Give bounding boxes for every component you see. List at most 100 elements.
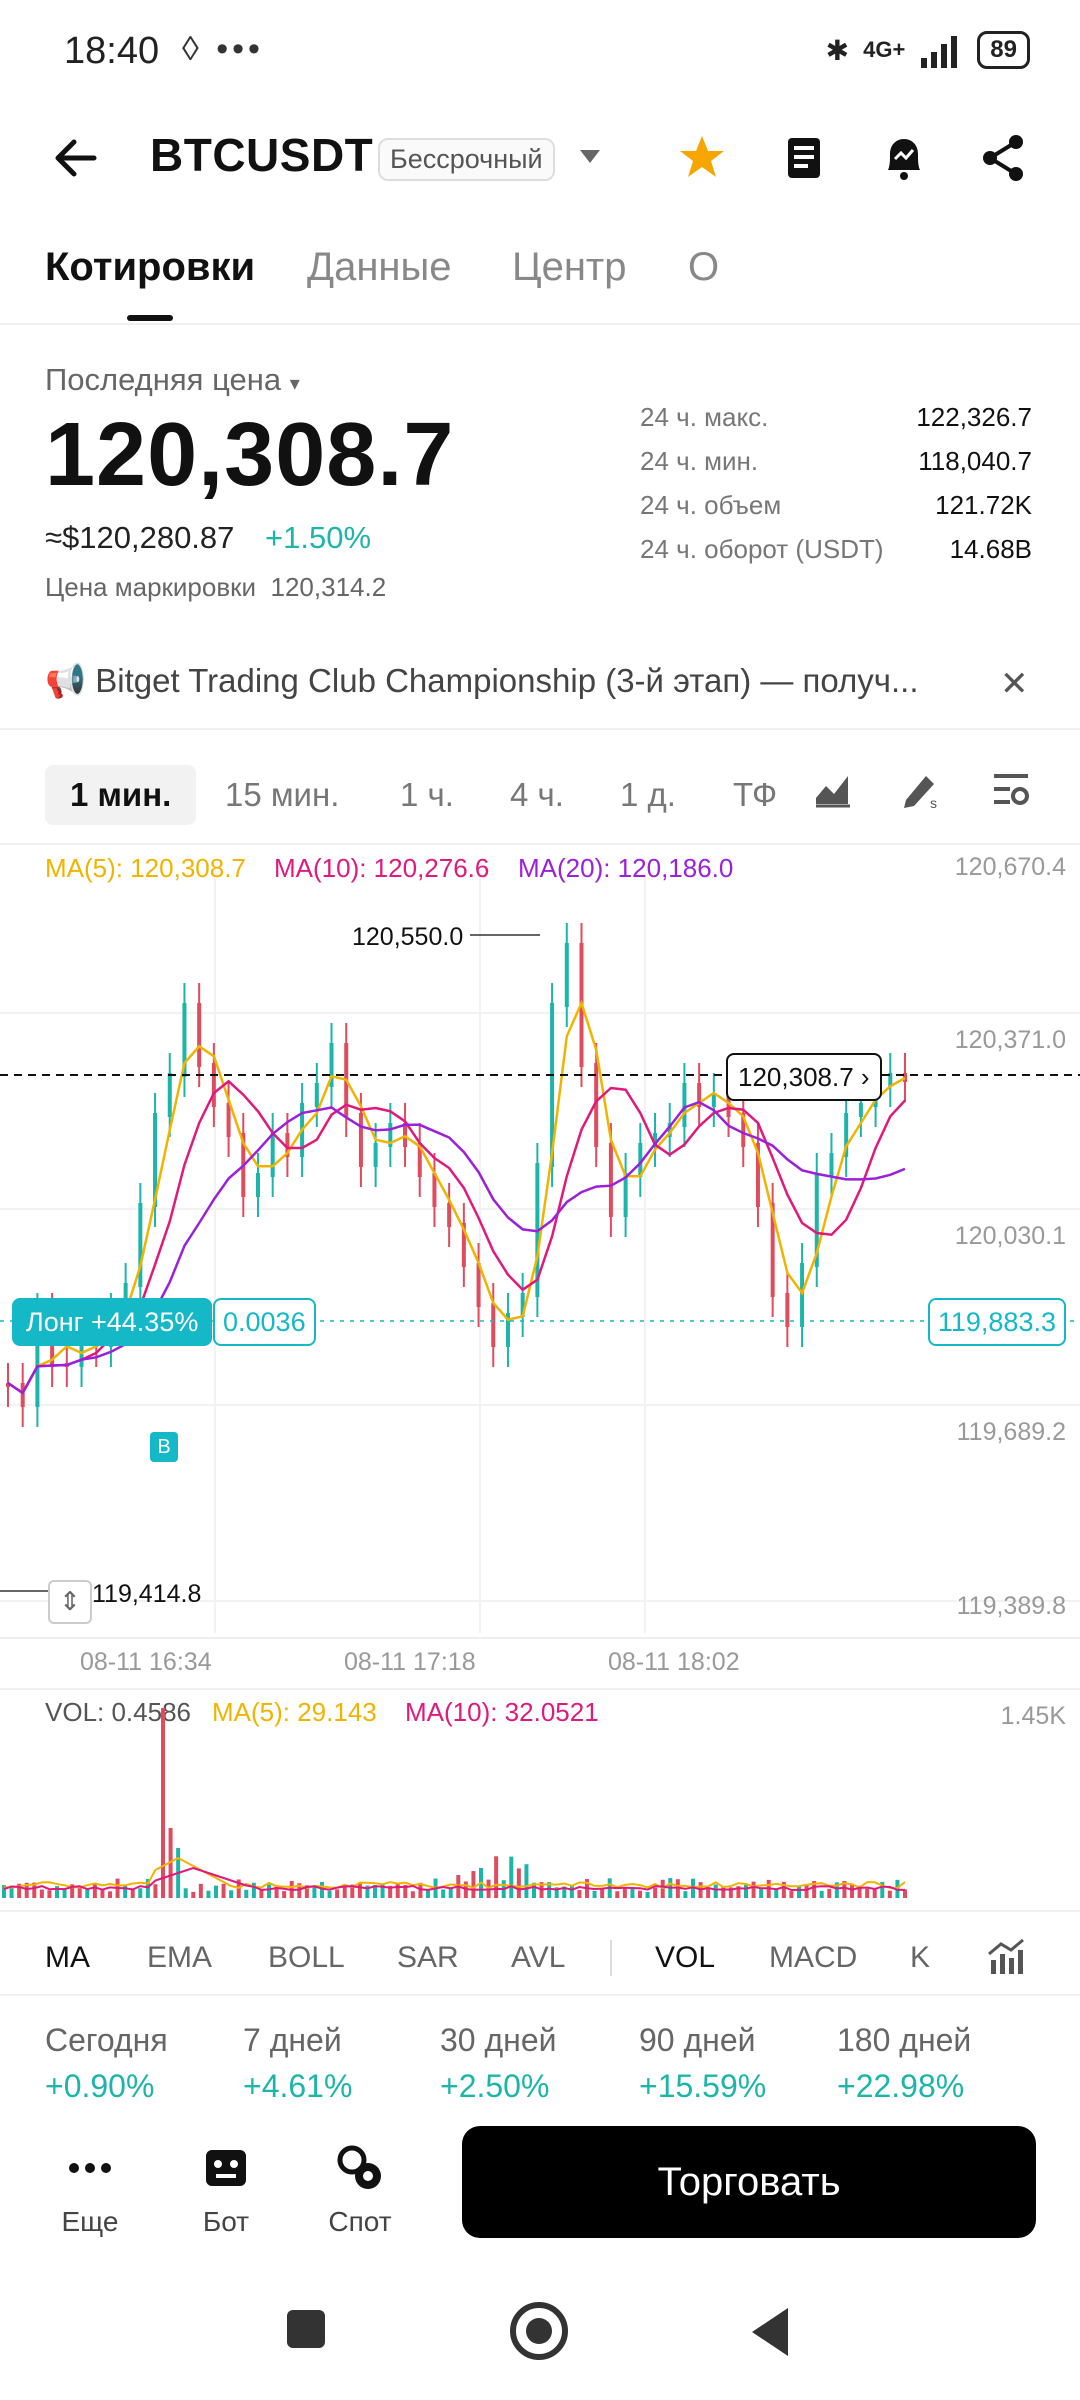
bot-icon[interactable] [198,2140,254,2196]
candle-body [623,1173,628,1217]
back-arrow-icon[interactable] [48,130,104,186]
indicator-ma[interactable]: MA [45,1941,90,1974]
candle-body [182,1003,187,1077]
more-dots-icon[interactable] [62,2140,118,2196]
price-alert-bell-icon[interactable] [876,130,932,186]
timeframe-4h[interactable]: 4 ч. [510,776,564,813]
chart-type-icon[interactable] [812,768,854,810]
close-icon[interactable]: ✕ [1000,665,1029,703]
ma20-legend: MA(20): 120,186.0 [518,853,734,883]
volume-bar [183,1888,188,1898]
more-label[interactable]: Еще [61,2206,119,2237]
current-price-tag[interactable]: 120,308.7 › [726,1053,882,1101]
candle-body [417,1143,422,1177]
announcement-text: Bitget Trading Club Championship (3-й эт… [95,662,919,699]
tab-quotes[interactable]: Котировки [45,245,256,289]
tab-center[interactable]: Центр [512,245,627,289]
status-bar: 18:40 ◊ ••• ✱ 4G+ 89 [0,0,1080,100]
volume-bar [903,1889,907,1898]
timeframe-15m[interactable]: 15 мин. [225,776,340,813]
last-price-value: 120,308.7 [45,405,455,505]
timeframe-1d[interactable]: 1 д. [620,776,676,813]
drawing-tools-icon[interactable]: s [898,766,944,812]
volume-bar [857,1885,862,1898]
candle-body [888,1073,893,1087]
spot-icon[interactable] [332,2140,388,2196]
indicator-sar[interactable]: SAR [397,1941,459,1974]
price-change: +1.50% [265,520,372,555]
indicator-boll[interactable]: BOLL [268,1941,345,1974]
chart-settings-icon[interactable] [990,768,1032,810]
timeframe-1m[interactable]: 1 мин. [45,765,197,825]
period-value: +0.90% [45,2068,155,2104]
indicator-macd[interactable]: MACD [769,1941,858,1974]
volume-bar [592,1890,597,1898]
candle-body [432,1173,437,1207]
candle-body [608,1143,613,1217]
scroll-vertical-icon[interactable]: ⇕ [48,1580,92,1624]
chevron-down-icon: ▾ [289,373,300,395]
indicator-settings-icon[interactable] [985,1936,1027,1978]
star-favorite-icon[interactable] [674,130,730,186]
indicator-vol[interactable]: VOL [655,1941,716,1974]
timeframe-1h[interactable]: 1 ч. [400,776,454,813]
volume-bar [153,1884,158,1898]
indicator-kdj[interactable]: K [910,1941,931,1974]
period-value: +4.61% [243,2068,353,2104]
candle-body [314,1083,319,1107]
megaphone-icon: 📢 [45,662,87,699]
volume-bar [395,1882,400,1898]
spot-label[interactable]: Спот [328,2206,392,2237]
tab-data[interactable]: Данные [307,245,452,289]
orderbook-icon[interactable] [776,130,832,186]
volume-bar [842,1880,847,1898]
volume-bar [509,1856,514,1898]
volume-bar [887,1890,892,1898]
home-button[interactable] [510,2302,568,2360]
stat-value: 14.68B [949,534,1032,564]
tab-about[interactable]: О [688,245,720,289]
signal-icon [921,36,958,68]
volume-bar [108,1891,112,1898]
indicator-avl[interactable]: AVL [511,1941,566,1974]
volume-bar [206,1890,211,1898]
volume-bar [872,1888,877,1898]
volume-bar [198,1883,203,1898]
candle-body [35,1313,40,1407]
candle-body [211,1063,216,1107]
share-icon[interactable] [976,130,1032,186]
candle-body [447,1203,452,1227]
volume-bar [259,1889,264,1898]
candle-body [358,1113,363,1167]
last-price-label[interactable]: Последняя цена ▾ [45,362,300,397]
symbol-title[interactable]: BTCUSDT [150,129,374,181]
trade-button[interactable]: Торговать [462,2126,1036,2238]
volume-bar [9,1885,14,1898]
buy-marker[interactable]: B [150,1432,178,1462]
announcement-banner[interactable]: 📢 Bitget Trading Club Championship (3-й … [45,662,945,701]
status-time: 18:40 [64,30,160,72]
long-position-tag[interactable]: Лонг +44.35% [12,1298,213,1346]
candle-body [903,1073,907,1082]
volume-bar [713,1884,718,1898]
candle-body [329,1043,334,1087]
volume-bar [365,1885,370,1898]
volume-bar [759,1888,764,1898]
bot-label[interactable]: Бот [202,2206,250,2237]
symbol-dropdown-icon[interactable] [580,150,600,163]
volume-bar [797,1885,801,1898]
candle-body [858,1103,863,1117]
back-button[interactable] [752,2308,788,2356]
volume-divider [0,1688,1080,1690]
volume-bar [357,1882,362,1898]
network-type: 4G+ [863,37,906,62]
timeframe-more[interactable]: ТФ [733,776,778,813]
vol-ma10-line [3,1866,905,1892]
recent-apps-button[interactable] [287,2310,325,2348]
volume-bar [221,1883,226,1898]
stat-value: 122,326.7 [916,402,1032,432]
indicator-ema[interactable]: EMA [147,1941,213,1974]
volume-bar [229,1890,234,1898]
candlestick-chart[interactable] [0,843,1080,1693]
ma10-legend: MA(10): 120,276.6 [274,853,490,883]
